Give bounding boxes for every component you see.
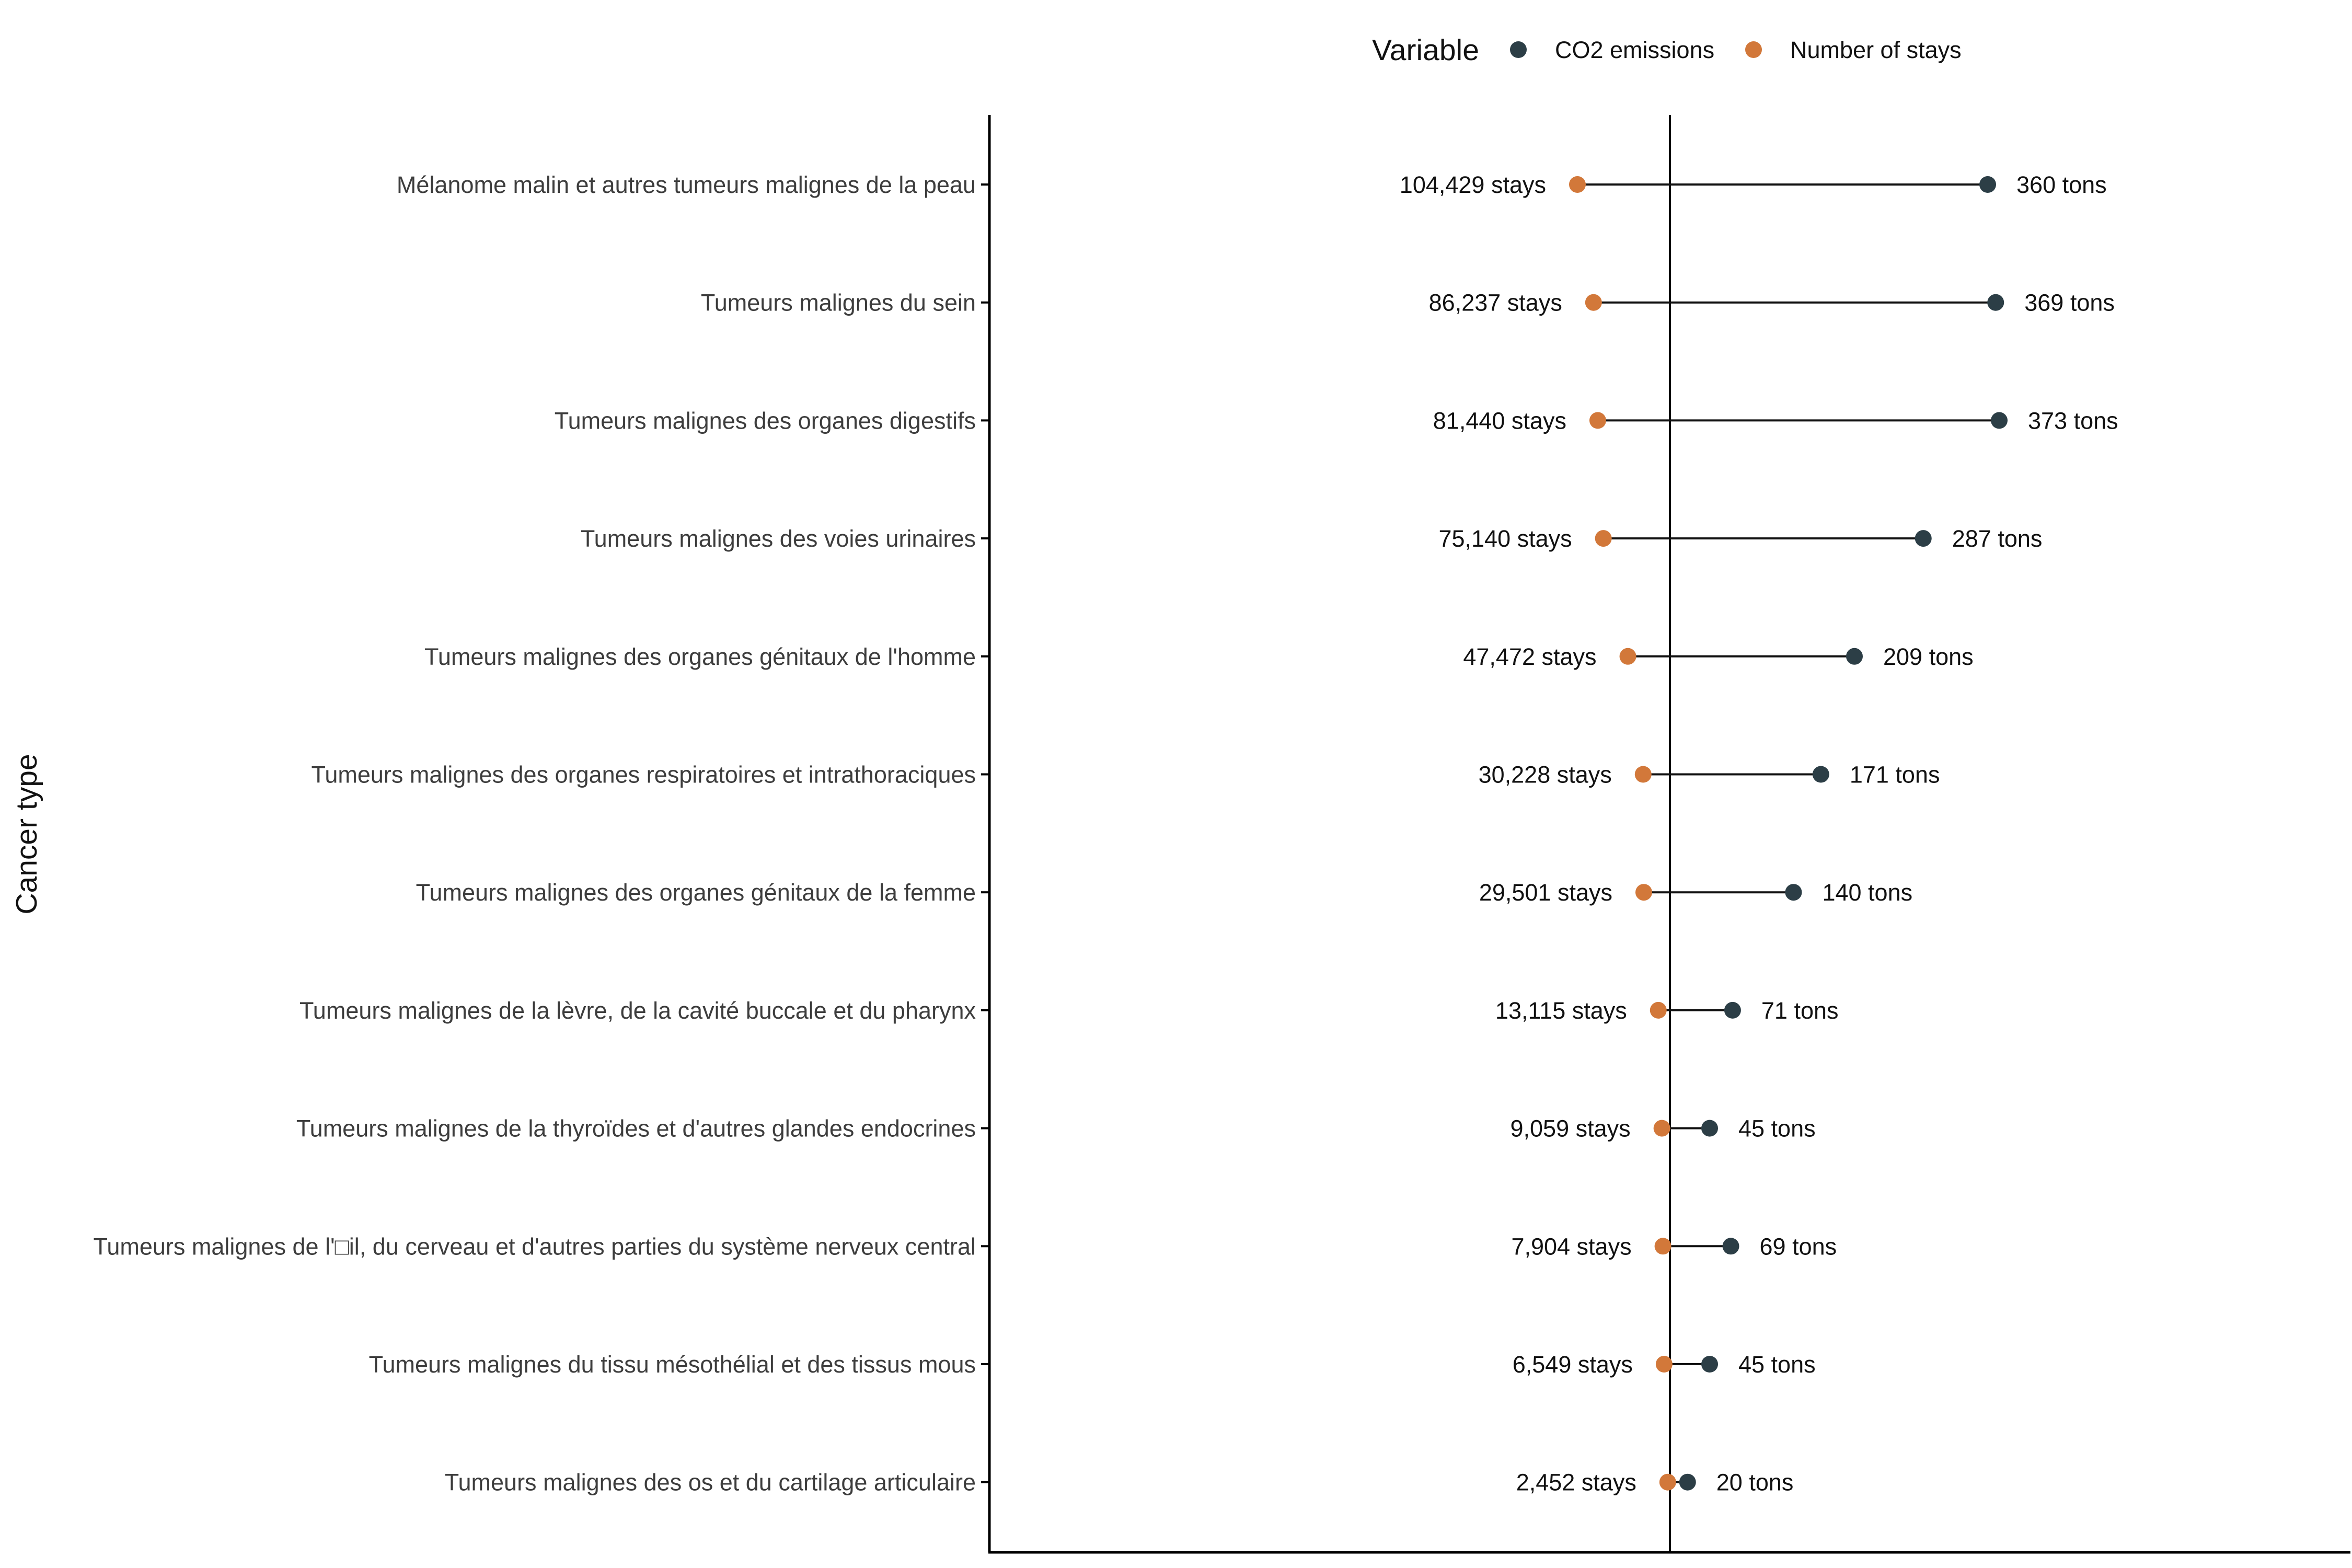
category-row: Tumeurs malignes de la thyroïdes et d'au… (296, 1115, 1816, 1142)
stays-point (1650, 1001, 1667, 1019)
stays-value-label: 86,237 stays (1429, 290, 1562, 316)
category-row: Tumeurs malignes des os et du cartilage … (445, 1469, 1794, 1496)
co2-value-label: 69 tons (1760, 1233, 1837, 1260)
stays-point (1653, 1120, 1670, 1137)
co2-value-label: 171 tons (1850, 762, 1940, 788)
stays-value-label: 29,501 stays (1479, 879, 1612, 906)
category-row: Tumeurs malignes des organes digestifs 81… (555, 407, 2118, 434)
stays-point (1655, 1356, 1673, 1373)
co2-point (1701, 1356, 1719, 1373)
co2-value-label: 45 tons (1738, 1351, 1816, 1378)
stays-value-label: 2,452 stays (1516, 1469, 1636, 1496)
co2-point (1722, 1238, 1739, 1255)
category-label: Tumeurs malignes des os et du cartilage … (445, 1469, 976, 1496)
category-row: Tumeurs malignes des voies urinaires 75,1… (581, 525, 2043, 552)
category-row: Tumeurs malignes de l'□il, du cerveau et… (94, 1233, 1837, 1260)
co2-value-label: 140 tons (1822, 879, 1912, 906)
stays-point (1619, 648, 1636, 665)
co2-value-label: 209 tons (1883, 643, 1974, 670)
stays-point (1569, 176, 1586, 193)
stays-point (1585, 294, 1602, 311)
stays-point (1654, 1238, 1671, 1255)
co2-point (1991, 412, 2008, 429)
co2-point (1785, 884, 1802, 901)
co2-point (1979, 176, 1997, 193)
rows: Mélanome malin et autres tumeurs maligne… (94, 171, 2118, 1496)
stays-value-label: 13,115 stays (1495, 997, 1627, 1024)
stays-value-label: 47,472 stays (1463, 643, 1596, 670)
co2-value-label: 373 tons (2028, 407, 2118, 434)
category-label: Tumeurs malignes de la thyroïdes et d'au… (296, 1115, 976, 1142)
co2-value-label: 71 tons (1761, 997, 1839, 1024)
y-axis-title: Cancer type (10, 754, 43, 914)
stays-value-label: 104,429 stays (1400, 171, 1546, 198)
legend-title: Variable (1372, 33, 1479, 67)
category-label: Tumeurs malignes du sein (701, 290, 976, 316)
co2-value-label: 20 tons (1716, 1469, 1794, 1496)
stays-point (1595, 530, 1612, 547)
co2-point (1915, 530, 1932, 547)
category-label: Tumeurs malignes du tissu mésothélial et… (369, 1351, 976, 1378)
category-row: Mélanome malin et autres tumeurs maligne… (397, 171, 2107, 198)
category-label: Tumeurs malignes des organes génitaux de… (416, 879, 976, 906)
legend-item-label: Number of stays (1790, 37, 1962, 63)
stays-value-label: 7,904 stays (1511, 1233, 1631, 1260)
stays-value-label: 6,549 stays (1513, 1351, 1633, 1378)
category-label: Tumeurs malignes des organes respiratoir… (312, 762, 976, 788)
axes (988, 115, 2350, 1554)
category-label: Tumeurs malignes des organes digestifs (555, 407, 976, 434)
category-row: Tumeurs malignes du tissu mésothélial et… (369, 1351, 1816, 1378)
stays-value-label: 75,140 stays (1438, 525, 1572, 552)
co2-point (1724, 1001, 1741, 1019)
category-label: Mélanome malin et autres tumeurs maligne… (397, 171, 976, 198)
category-row: Tumeurs malignes des organes génitaux de… (416, 879, 1912, 906)
co2-value-label: 287 tons (1952, 525, 2043, 552)
legend-key (1510, 41, 1527, 58)
stays-value-label: 30,228 stays (1479, 762, 1612, 788)
co2-value-label: 45 tons (1738, 1115, 1816, 1142)
co2-point (1987, 294, 2004, 311)
category-label: Tumeurs malignes des organes génitaux de… (424, 643, 976, 670)
legend: Variable CO2 emissions Number of stays (1372, 33, 1962, 67)
legend-item-label: CO2 emissions (1555, 37, 1714, 63)
stays-point (1589, 412, 1606, 429)
stays-point (1659, 1473, 1676, 1491)
category-row: Tumeurs malignes des organes génitaux de… (424, 643, 1974, 670)
stays-value-label: 81,440 stays (1433, 407, 1566, 434)
co2-point (1701, 1120, 1719, 1137)
category-row: Tumeurs malignes de la lèvre, de la cavi… (299, 997, 1839, 1024)
co2-value-label: 360 tons (2016, 171, 2107, 198)
co2-value-label: 369 tons (2024, 290, 2115, 316)
co2-point (1679, 1473, 1696, 1491)
category-label: Tumeurs malignes de l'□il, du cerveau et… (94, 1233, 976, 1260)
co2-point (1846, 648, 1863, 665)
category-row: Tumeurs malignes du sein 86,237 stays 369 … (701, 290, 2115, 316)
co2-point (1812, 766, 1829, 783)
stays-value-label: 9,059 stays (1510, 1115, 1630, 1142)
category-label: Tumeurs malignes de la lèvre, de la cavi… (299, 997, 976, 1024)
category-row: Tumeurs malignes des organes respiratoir… (312, 762, 1940, 788)
stays-point (1634, 766, 1652, 783)
category-label: Tumeurs malignes des voies urinaires (581, 525, 976, 552)
legend-key (1745, 41, 1762, 58)
stays-point (1635, 884, 1652, 901)
